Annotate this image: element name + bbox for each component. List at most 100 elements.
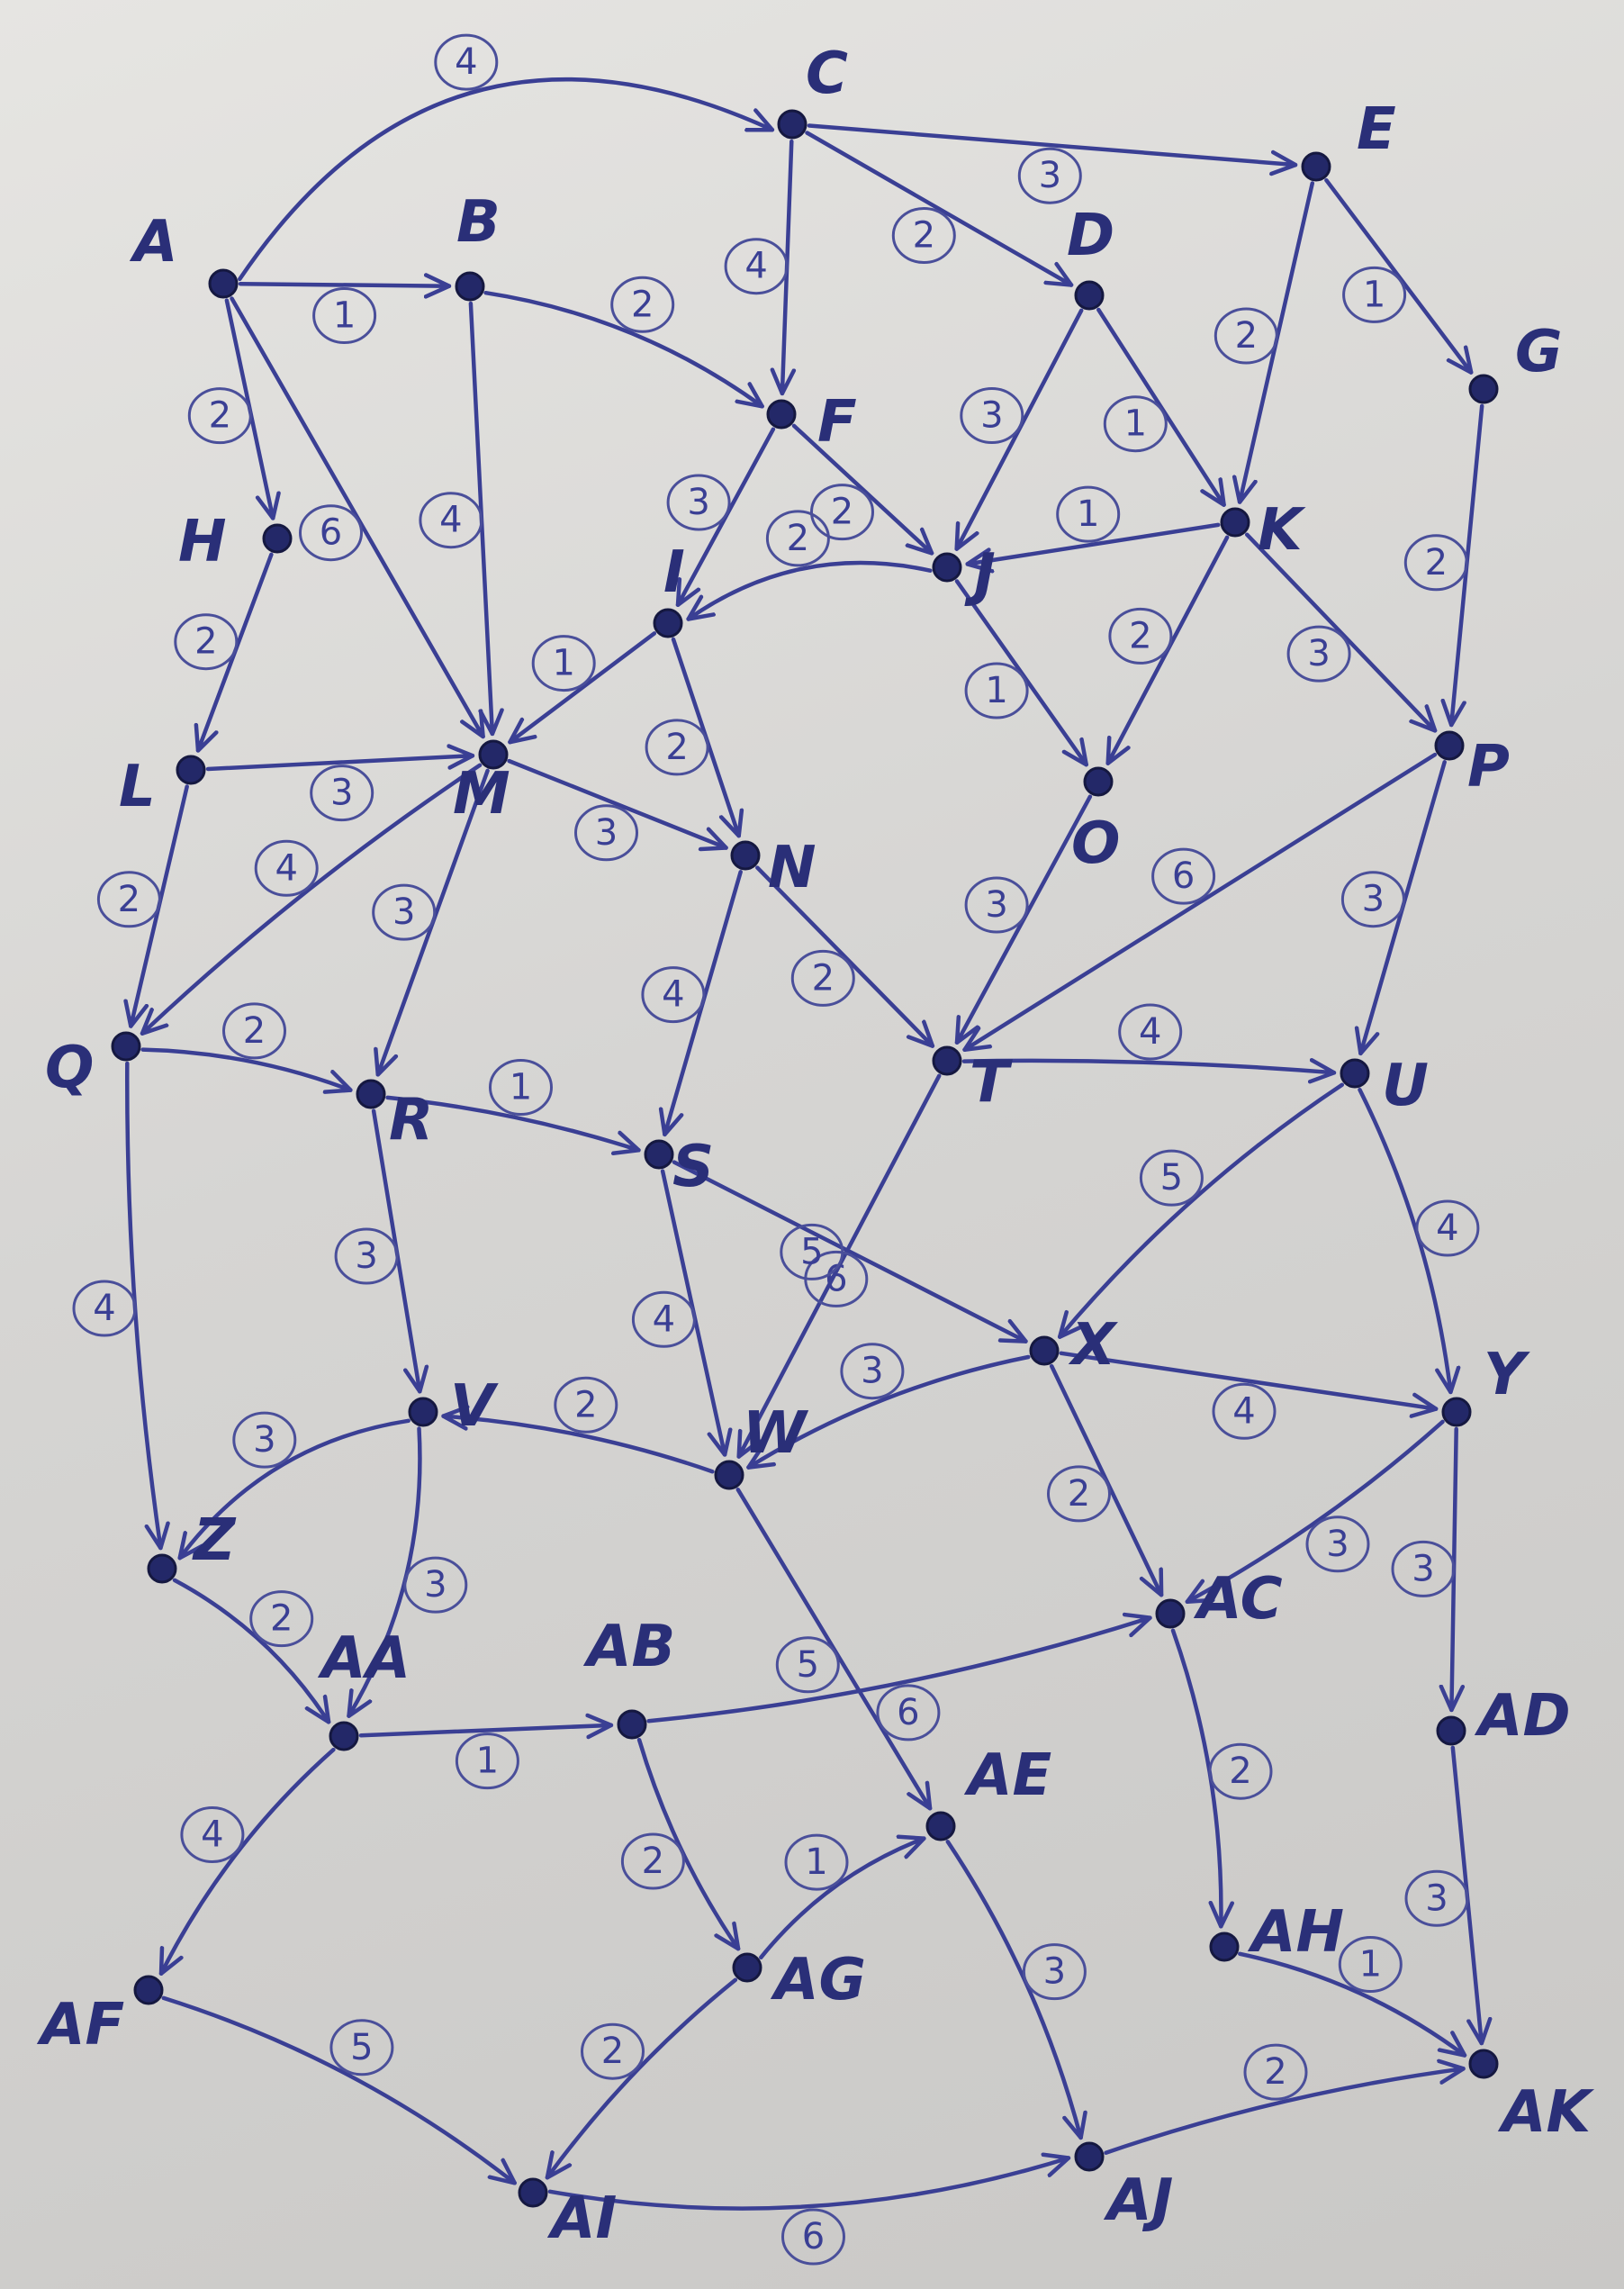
- weight-circle: [784, 1833, 849, 1891]
- node-dot: [133, 1975, 164, 2005]
- weight-circle: [1404, 1869, 1469, 1927]
- weight-value: 5: [800, 1231, 823, 1272]
- node-o: O: [1071, 766, 1120, 877]
- weight-circle: [645, 719, 709, 776]
- weight-value: 3: [1425, 1877, 1448, 1919]
- weight-circle: [1338, 1936, 1403, 1993]
- weight-value: 2: [209, 395, 231, 437]
- weight-value: 3: [330, 773, 353, 814]
- weight-value: 4: [201, 1814, 223, 1856]
- edge-i-m: [508, 631, 657, 745]
- weight-circle: [1286, 625, 1351, 683]
- weight-circle: [72, 1280, 137, 1337]
- weight-circle: [1208, 1742, 1273, 1800]
- edge-weight-x-ac: 2: [1047, 1465, 1111, 1523]
- weight-value: 1: [510, 1067, 532, 1108]
- weight-value: 4: [1232, 1390, 1255, 1432]
- weight-value: 4: [662, 974, 684, 1016]
- weight-value: 2: [1068, 1473, 1090, 1515]
- weight-value: 6: [802, 2216, 825, 2257]
- edge-weight-e-g: 1: [1342, 266, 1407, 323]
- node-ae: AE: [925, 1742, 1051, 1841]
- node-label: T: [970, 1049, 1013, 1116]
- node-label: AD: [1474, 1683, 1571, 1750]
- edge-u-x: [1057, 1082, 1345, 1339]
- edge-weight-m-n: 3: [574, 804, 638, 862]
- edge-weight-f-i: 3: [666, 474, 731, 531]
- weight-value: 2: [1129, 615, 1151, 656]
- weight-value: 3: [253, 1419, 275, 1461]
- weight-value: 3: [355, 1235, 377, 1277]
- node-label: A: [129, 209, 178, 276]
- node-p: P: [1434, 730, 1510, 801]
- node-label: AB: [582, 1614, 675, 1680]
- edge-weight-ab-ag: 2: [620, 1832, 685, 1890]
- weight-circle: [1017, 147, 1082, 204]
- edge-w-v: [441, 1416, 715, 1474]
- edge-s-x: [672, 1160, 1028, 1344]
- node-label: V: [450, 1373, 499, 1440]
- edge-m-q: [140, 763, 483, 1036]
- edge-weight-r-v: 3: [334, 1227, 399, 1285]
- node-dot: [176, 755, 206, 785]
- weight-circle: [455, 1733, 519, 1790]
- edge-weight-j-o: 1: [964, 662, 1029, 719]
- weight-value: 1: [1363, 274, 1385, 315]
- weight-circle: [1415, 1199, 1480, 1257]
- node-c: C: [777, 41, 848, 140]
- edge-n-t: [755, 865, 935, 1048]
- edge-weight-a-m: 6: [299, 504, 363, 562]
- node-l: L: [119, 754, 206, 820]
- node-label: F: [817, 389, 857, 456]
- weight-value: 4: [93, 1288, 115, 1329]
- node-dot: [777, 109, 807, 140]
- weight-circle: [310, 765, 374, 822]
- weight-value: 2: [574, 1384, 597, 1425]
- weight-circle: [334, 1227, 399, 1285]
- node-label: AC: [1193, 1566, 1283, 1633]
- edge-weight-aa-af: 4: [180, 1806, 245, 1863]
- weight-circle: [781, 2208, 845, 2266]
- node-t: T: [932, 1045, 1013, 1116]
- edge-weight-e-k: 2: [1213, 307, 1278, 365]
- weight-circle: [610, 276, 675, 333]
- node-label: AG: [770, 1947, 866, 2013]
- weight-value: 3: [687, 482, 709, 523]
- node-dot: [1434, 730, 1465, 761]
- weight-circle: [780, 1223, 844, 1280]
- node-i: I: [653, 539, 685, 638]
- weight-circle: [312, 287, 377, 344]
- edge-f-j: [791, 423, 934, 556]
- node-dot: [518, 2177, 548, 2208]
- edge-weight-i-n: 2: [645, 719, 709, 776]
- node-dot: [932, 1045, 962, 1076]
- node-label: M: [453, 761, 510, 828]
- edge-weight-w-ae: 5: [775, 1636, 840, 1694]
- edge-x-w: [746, 1354, 1031, 1470]
- weight-circle: [666, 474, 731, 531]
- node-dot: [356, 1079, 386, 1109]
- edge-weight-ag-ae: 1: [784, 1833, 849, 1891]
- edge-weight-aj-ak: 2: [1243, 2043, 1308, 2101]
- edge-j-i: [686, 560, 933, 621]
- weight-circle: [574, 804, 638, 862]
- weight-value: 5: [350, 2027, 373, 2068]
- weight-circle: [299, 504, 363, 562]
- node-label: I: [663, 539, 685, 606]
- node-label: AK: [1497, 2079, 1595, 2146]
- node-ac: AC: [1155, 1566, 1283, 1633]
- node-label: AJ: [1103, 2167, 1173, 2234]
- weight-value: 3: [1043, 1951, 1066, 1993]
- node-dot: [1074, 2141, 1105, 2172]
- edge-ah-ak: [1238, 1951, 1467, 2058]
- edge-weight-a-c: 4: [434, 33, 499, 91]
- edge-k-p: [1244, 532, 1438, 733]
- weight-value: 4: [653, 1298, 675, 1340]
- edge-weight-d-j: 3: [960, 387, 1024, 444]
- weight-circle: [419, 492, 483, 549]
- node-v: V: [408, 1373, 499, 1440]
- weight-circle: [1213, 307, 1278, 365]
- weight-circle: [581, 2022, 645, 2080]
- edge-ac-ah: [1170, 1628, 1221, 1929]
- edge-weight-c-d: 2: [891, 207, 956, 264]
